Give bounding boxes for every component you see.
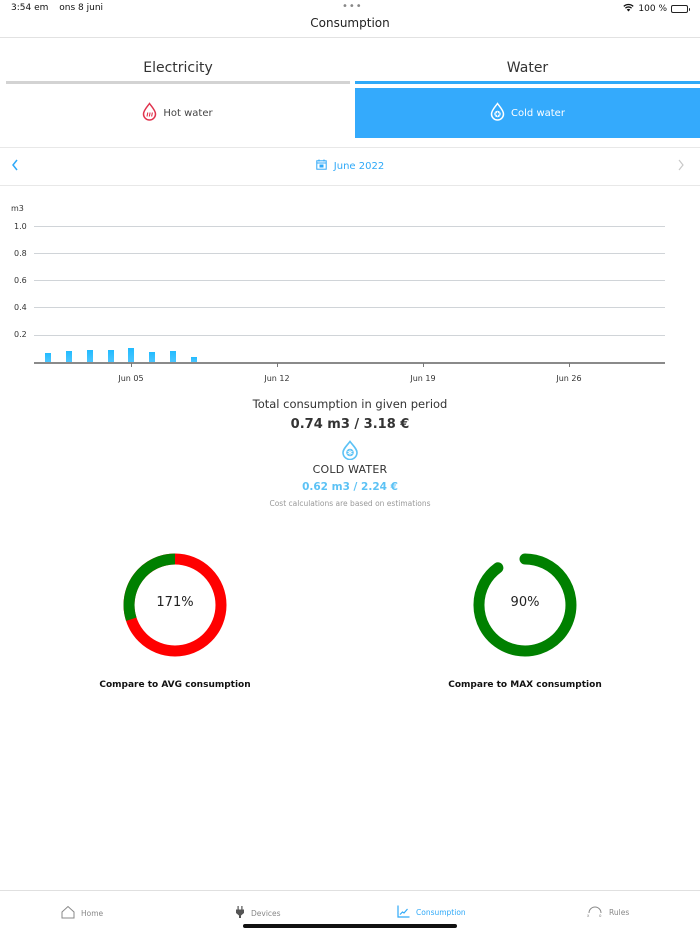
divider	[0, 37, 700, 38]
divider	[0, 185, 700, 186]
divider	[0, 890, 700, 891]
tab-electricity-underline	[6, 81, 350, 84]
tabbar-item-consumption[interactable]: Consumption	[397, 905, 466, 920]
cold-water-drop-icon	[490, 102, 505, 124]
consumption-summary: Total consumption in given period 0.74 m…	[0, 397, 700, 508]
gridline	[34, 307, 665, 308]
status-time: 3:54 em	[11, 3, 49, 13]
y-axis-unit: m3	[11, 204, 24, 213]
summary-title: Total consumption in given period	[252, 397, 448, 411]
x-tick	[423, 363, 424, 367]
battery-percent: 100 %	[638, 4, 667, 14]
month-label: June 2022	[333, 160, 385, 172]
chart-bar[interactable]	[190, 357, 197, 362]
x-tick-label: Jun 26	[556, 374, 582, 383]
gridline	[34, 335, 665, 336]
x-axis	[34, 362, 665, 364]
home-indicator[interactable]	[243, 924, 457, 928]
plug-icon	[235, 905, 245, 921]
avg-caption: Compare to AVG consumption	[99, 680, 251, 690]
chart-bar[interactable]	[170, 351, 177, 362]
x-tick-label: Jun 12	[264, 374, 290, 383]
x-tick-label: Jun 05	[118, 374, 144, 383]
x-tick	[569, 363, 570, 367]
y-tick-label: 0.2	[14, 330, 27, 339]
chevron-right-icon[interactable]	[676, 158, 690, 174]
subtab-cold-water[interactable]: Cold water	[355, 88, 700, 138]
main-tabs: Electricity Water	[0, 56, 700, 86]
cold-water-label: COLD WATER	[312, 463, 388, 476]
donut-avg-icon	[123, 553, 227, 657]
tab-electricity[interactable]: Electricity	[6, 56, 350, 86]
gridline	[34, 280, 665, 281]
max-comparison-gauge: 90% Compare to MAX consumption	[425, 550, 625, 690]
status-date: ons 8 juni	[59, 3, 104, 13]
max-caption: Compare to MAX consumption	[448, 680, 602, 690]
status-bar: 3:54 em ons 8 juni ••• 100 %	[0, 0, 700, 16]
x-tick	[277, 363, 278, 367]
hot-water-drop-icon	[142, 102, 157, 124]
month-selector[interactable]: June 2022	[0, 159, 700, 173]
y-tick-label: 0.4	[14, 303, 27, 312]
donut-max-icon	[473, 553, 577, 657]
estimation-note: Cost calculations are based on estimatio…	[269, 499, 431, 508]
chart-bar[interactable]	[128, 348, 135, 362]
avg-percent: 171%	[156, 595, 194, 610]
svg-text:x: x	[587, 913, 590, 917]
y-tick-label: 0.6	[14, 276, 27, 285]
chart-bar[interactable]	[107, 350, 114, 362]
subtab-cold-water-label: Cold water	[511, 107, 565, 119]
y-tick-label: 1.0	[14, 222, 27, 231]
tabbar-item-label: Devices	[251, 908, 281, 918]
tab-electricity-label: Electricity	[143, 60, 213, 76]
avg-comparison-gauge: 171% Compare to AVG consumption	[75, 550, 275, 690]
battery-icon	[671, 5, 690, 13]
tabbar-item-home[interactable]: Home	[61, 905, 103, 921]
max-percent: 90%	[510, 595, 540, 610]
chart-bar[interactable]	[149, 352, 156, 362]
y-tick-label: 0.8	[14, 249, 27, 258]
consumption-bar-chart: m3 1.0 0.8 0.6 0.4 0.2 Jun 05 Jun 12 Jun…	[0, 195, 700, 390]
calendar-icon	[316, 159, 327, 173]
subtab-hot-water[interactable]: Hot water	[0, 88, 355, 138]
divider	[0, 147, 700, 148]
chart-bar[interactable]	[65, 351, 72, 362]
subtab-hot-water-label: Hot water	[163, 107, 213, 119]
water-subtabs: Hot water Cold water	[0, 88, 700, 138]
chevron-left-icon[interactable]	[10, 158, 24, 174]
svg-text:o: o	[599, 913, 602, 917]
gridline	[34, 253, 665, 254]
tabbar-item-label: Consumption	[416, 908, 466, 917]
x-tick	[131, 363, 132, 367]
wifi-icon	[623, 3, 635, 15]
tab-water[interactable]: Water	[355, 56, 700, 86]
home-icon	[61, 905, 75, 921]
month-navigator: June 2022	[0, 148, 700, 185]
tab-water-label: Water	[506, 60, 549, 76]
tabbar-item-label: Home	[81, 908, 104, 918]
summary-total: 0.74 m3 / 3.18 €	[290, 417, 410, 432]
tabbar-item-devices[interactable]: Devices	[235, 905, 281, 921]
page-title: Consumption	[310, 16, 390, 30]
x-tick-label: Jun 19	[410, 374, 436, 383]
cold-water-drop-icon	[341, 440, 359, 461]
chart-bar[interactable]	[45, 353, 51, 362]
gridline	[34, 226, 665, 227]
chart-icon	[397, 905, 410, 920]
cold-water-value: 0.62 m3 / 2.24 €	[302, 481, 398, 493]
tabbar-item-label: Rules	[609, 907, 630, 917]
tab-water-underline	[355, 81, 700, 84]
chart-bar[interactable]	[86, 350, 93, 362]
multitasking-dots[interactable]: •••	[342, 1, 363, 12]
